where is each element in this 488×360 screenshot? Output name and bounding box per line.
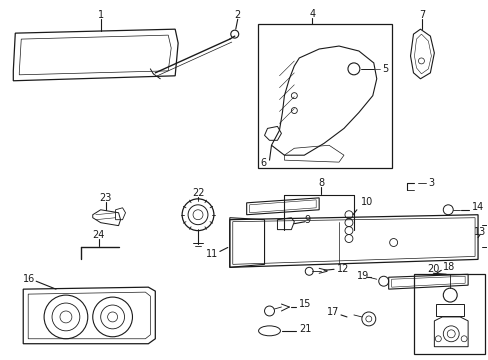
Text: 7: 7 xyxy=(418,10,425,20)
Text: 17: 17 xyxy=(326,307,338,317)
Text: 11: 11 xyxy=(205,249,218,260)
Text: 20: 20 xyxy=(427,264,439,274)
Text: 24: 24 xyxy=(92,230,105,239)
Text: 14: 14 xyxy=(471,202,483,212)
Text: 22: 22 xyxy=(191,188,204,198)
Text: 10: 10 xyxy=(360,197,372,207)
Text: 18: 18 xyxy=(443,262,455,272)
Text: 4: 4 xyxy=(308,9,315,19)
Text: 21: 21 xyxy=(299,324,311,334)
Text: 5: 5 xyxy=(381,64,387,74)
Text: 6: 6 xyxy=(260,158,266,168)
Bar xyxy=(435,304,463,316)
Text: 13: 13 xyxy=(473,226,485,237)
Text: 1: 1 xyxy=(98,10,103,20)
Text: 23: 23 xyxy=(99,193,112,203)
Text: 9: 9 xyxy=(304,215,310,225)
Text: 8: 8 xyxy=(317,178,324,188)
Text: 15: 15 xyxy=(299,299,311,309)
Text: 12: 12 xyxy=(336,264,349,274)
Text: 2: 2 xyxy=(234,10,241,20)
Text: 16: 16 xyxy=(23,274,36,284)
Text: 19: 19 xyxy=(356,271,368,281)
Text: 3: 3 xyxy=(427,178,434,188)
Bar xyxy=(257,24,391,168)
Bar xyxy=(413,274,484,354)
